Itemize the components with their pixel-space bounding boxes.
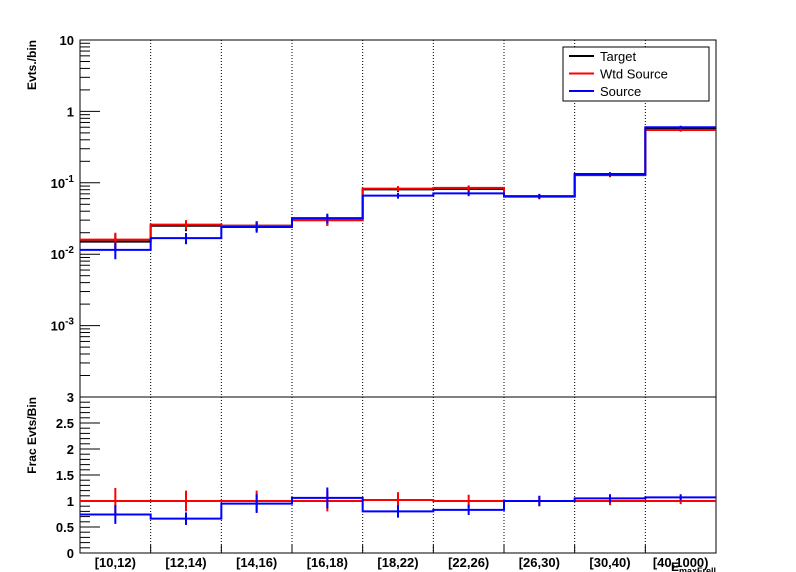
x-tick-label: [12,14) [165,555,206,570]
x-tick-label: [22,26) [448,555,489,570]
y-tick-label: 0 [67,546,74,561]
x-tick-label: [30,40) [589,555,630,570]
y-tick-label: 3 [67,390,74,405]
series-source [80,487,716,525]
legend-label: Source [600,84,641,99]
legend: Target Wtd Source Source [562,46,710,102]
x-tick-label: [10,12) [95,555,136,570]
legend-entry: Source [569,84,641,99]
legend-label: Wtd Source [600,67,668,82]
legend-label: Target [600,49,637,64]
x-tick-label: [26,30) [519,555,560,570]
y-tick-label: 1 [67,494,74,509]
y-tick-label: 2 [67,442,74,457]
top-y-axis-title: Evts./bin [25,40,39,90]
y-tick-label: 1 [67,104,74,119]
legend-entry: Target [569,49,637,64]
y-tick-label: 2.5 [56,416,74,431]
x-tick-label: [14,16) [236,555,277,570]
x-tick-label: [16,18) [307,555,348,570]
y-tick-label: 0.5 [56,520,74,535]
x-tick-label: [18,22) [377,555,418,570]
y-tick-label: 1.5 [56,468,74,483]
y-tick-label: 10 [60,33,74,48]
legend-entry: Wtd Source [569,67,668,82]
ratio-y-axis-title: Frac Evts/Bin [25,397,39,474]
x-tick-label: [40,1000) [653,555,709,570]
series-source [80,125,716,260]
ratio-plot-panel: 0 0.5 1 1.5 2 2.5 3 [10,12) [12,14) [14,16) [16,1… [25,390,717,572]
